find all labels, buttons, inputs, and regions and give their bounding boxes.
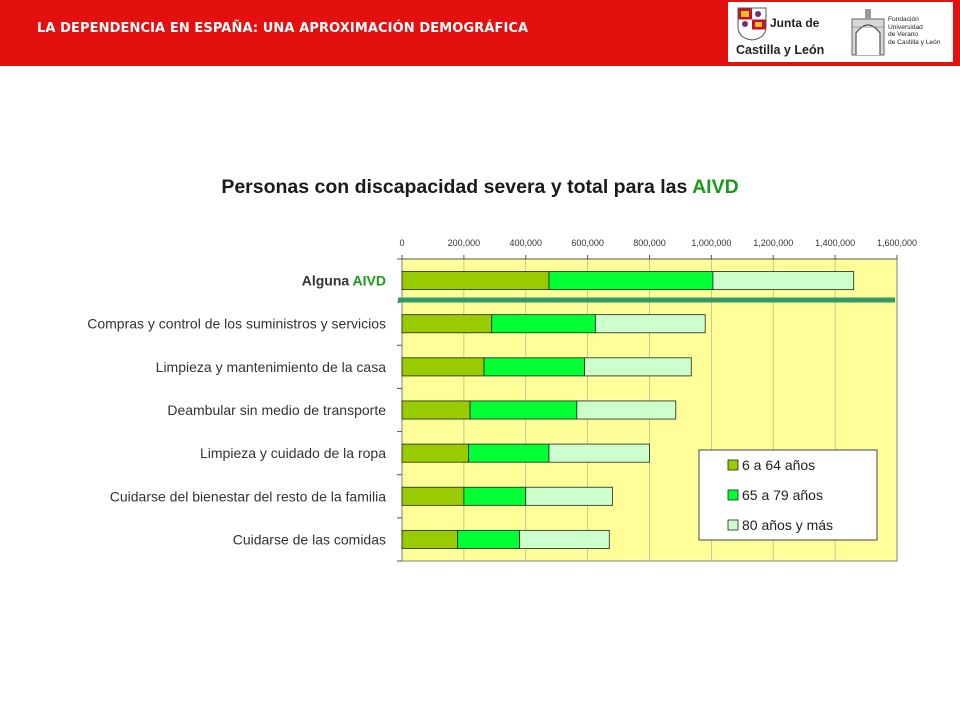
bar-segment [457,529,520,549]
bar-segment [712,271,855,291]
bar-segment [483,357,585,377]
legend-label: 65 a 79 años [742,487,823,503]
chart-title-main: Personas con discapacidad severa y total… [221,176,688,198]
bar-segment [401,486,465,506]
header-banner: LA DEPENDENCIA EN ESPAÑA: UNA APROXIMACI… [0,0,960,66]
logo-jcyl-line1: Junta de [770,16,820,30]
bar-segment [548,271,714,291]
x-tick-label: 1,000,000 [691,238,731,248]
x-tick-label: 400,000 [509,238,542,248]
presentation-title: LA DEPENDENCIA EN ESPAÑA: UNA APROXIMACI… [37,21,529,36]
bar-segment [401,357,485,377]
arch-building-icon [851,9,885,56]
coat-of-arms-icon [737,7,767,41]
logo-fund-text: Fundación Universidad de Verano de Casti… [888,16,940,46]
category-label: Deambular sin medio de transporte [167,402,386,418]
logos-panel: Junta de Castilla y León Fundación Unive… [728,2,953,62]
x-tick-label: 1,600,000 [877,238,917,248]
bar-segment [594,314,706,334]
x-tick-label: 1,200,000 [753,238,793,248]
chart-title-highlight: AIVD [692,176,739,198]
logo-fund-line: Fundación [888,16,919,23]
category-label: Cuidarse del bienestar del resto de la f… [110,488,386,504]
bar-segment [491,314,596,334]
bar-segment [469,400,578,420]
legend-swatch [727,519,739,531]
bar-segment [519,529,610,549]
logo-fund-line: de Verano [888,31,919,39]
legend-label: 80 años y más [742,517,833,533]
bar-segment [463,486,527,506]
bar-segment [468,443,550,463]
x-tick-label: 800,000 [633,238,666,248]
highlight-separator [398,297,895,303]
x-tick-label: 200,000 [448,238,481,248]
bar-segment [401,314,493,334]
bar-segment [401,529,459,549]
legend-label: 6 a 64 años [742,457,815,473]
bar-segment [525,486,613,506]
legend-swatch [727,459,739,471]
category-label: Cuidarse de las comidas [233,531,386,547]
category-label: Limpieza y cuidado de la ropa [200,445,386,461]
x-tick-label: 600,000 [571,238,604,248]
x-tick-label: 0 [399,238,404,248]
category-label: Alguna AIVD [302,273,386,289]
logo-fund-line: Universidad [888,23,923,31]
bar-segment [401,400,471,420]
logo-jcyl-line2: Castilla y León [736,43,825,57]
category-label: Limpieza y mantenimiento de la casa [156,359,387,375]
bar-segment [401,443,469,463]
bar-segment [584,357,692,377]
chart-title: Personas con discapacidad severa y total… [0,176,960,199]
logo-fund-line: de Castilla y León [888,38,941,46]
fundacion-universidad-logo: Fundación Universidad de Verano de Casti… [848,5,952,61]
bar-segment [548,443,650,463]
junta-castilla-leon-logo: Junta de Castilla y León [734,5,846,61]
category-label: Compras y control de los suministros y s… [87,316,386,332]
legend-swatch [727,489,739,501]
bar-segment [576,400,677,420]
x-tick-label: 1,400,000 [815,238,855,248]
bar-segment [401,271,550,291]
